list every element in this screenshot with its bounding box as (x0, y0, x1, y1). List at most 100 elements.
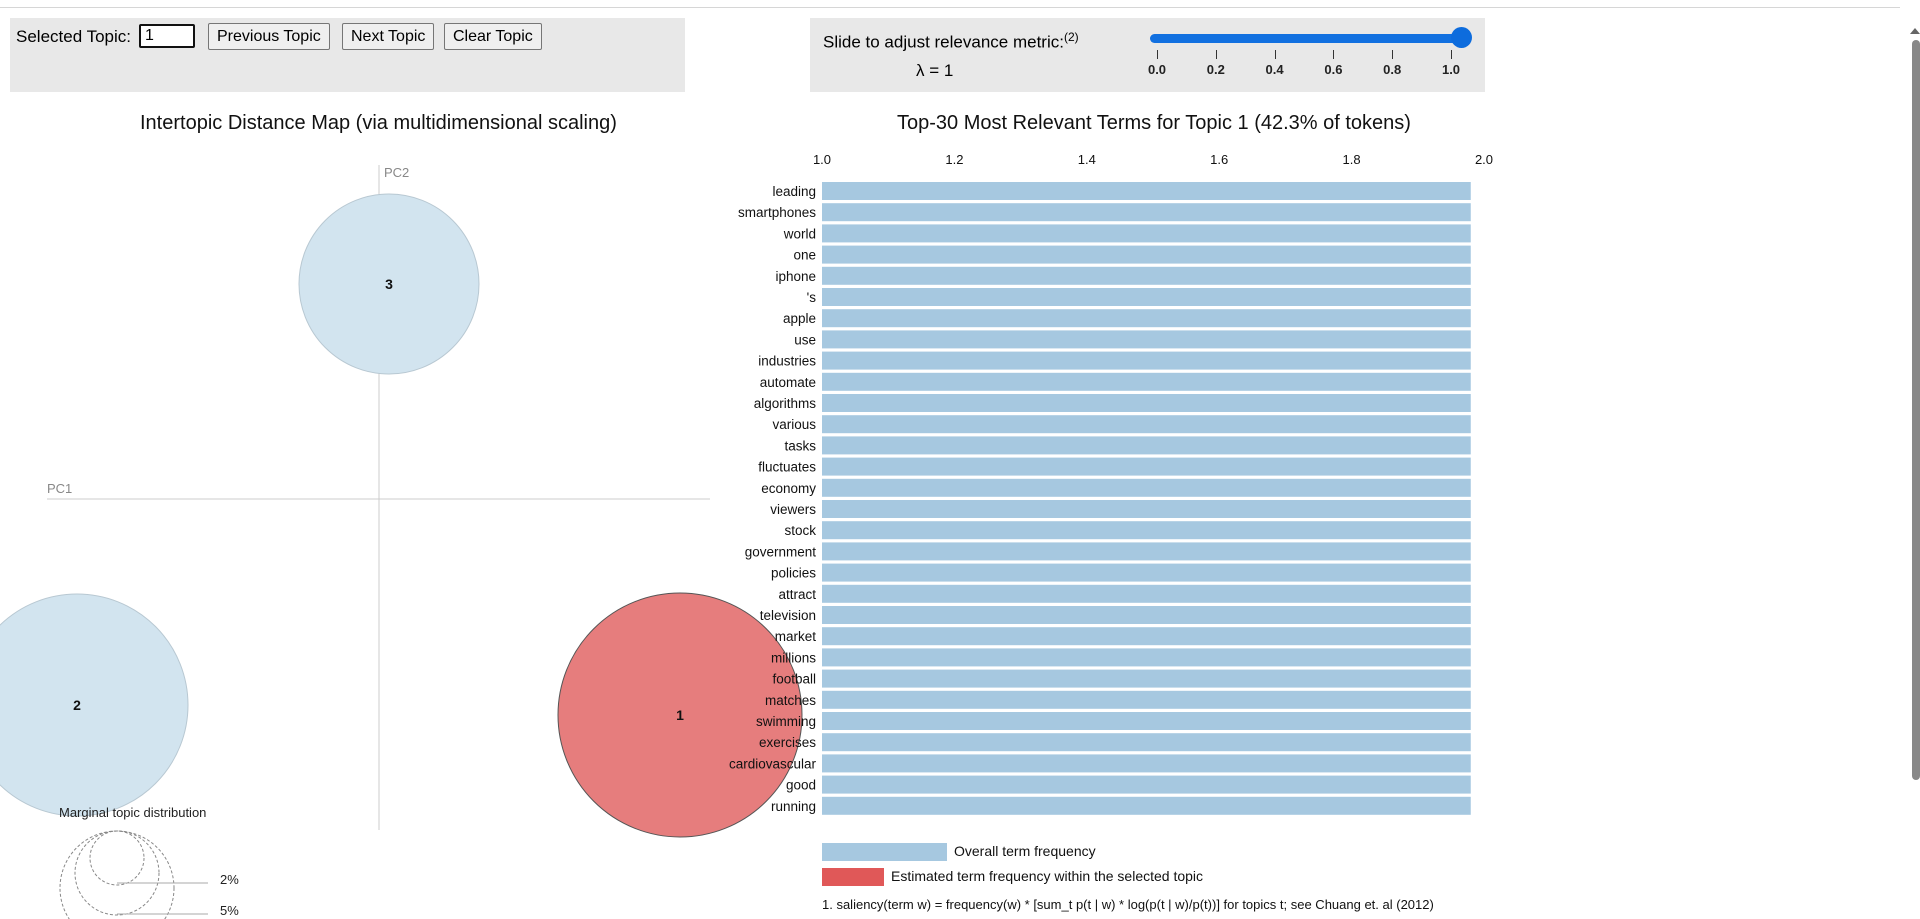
term-bar[interactable] (822, 288, 1471, 306)
term-label[interactable]: government (745, 544, 817, 559)
lambda-slider-track[interactable] (1150, 34, 1460, 43)
slider-tick (1333, 50, 1335, 59)
slider-tick (1451, 50, 1452, 59)
term-bar[interactable] (822, 733, 1471, 752)
topic-2-label: 2 (73, 697, 81, 713)
lambda-slider-thumb[interactable] (1451, 27, 1472, 48)
slider-tick (1157, 50, 1158, 59)
saliency-footnote: 1. saliency(term w) = frequency(w) * [su… (822, 897, 1434, 912)
slider-tick (1274, 50, 1276, 59)
term-bar[interactable] (822, 521, 1471, 540)
term-label[interactable]: 's (807, 290, 817, 305)
term-bar[interactable] (822, 394, 1471, 412)
relevance-label-text: Slide to adjust relevance metric: (823, 32, 1064, 52)
term-bar[interactable] (822, 606, 1471, 624)
term-label[interactable]: apple (783, 311, 816, 326)
term-label[interactable]: industries (758, 354, 816, 369)
term-bar[interactable] (822, 182, 1471, 200)
term-label[interactable]: economy (761, 481, 816, 496)
term-label[interactable]: cardiovascular (729, 756, 817, 771)
x-tick-label: 2.0 (1475, 152, 1493, 167)
term-label[interactable]: television (760, 608, 816, 623)
selected-topic-input[interactable] (139, 24, 195, 48)
term-label[interactable]: running (771, 799, 816, 814)
slider-tick-label: 0.0 (1147, 62, 1167, 77)
term-bar[interactable] (822, 266, 1471, 285)
x-tick-label: 1.6 (1210, 152, 1228, 167)
scroll-up-arrow-icon[interactable] (1910, 28, 1920, 34)
x-tick-label: 1.4 (1078, 152, 1096, 167)
term-bar[interactable] (822, 245, 1471, 264)
vertical-scrollbar[interactable] (1908, 28, 1920, 919)
relevance-slider-label: Slide to adjust relevance metric:(2) (823, 30, 1079, 53)
clear-topic-button[interactable]: Clear Topic (444, 23, 542, 50)
term-bar[interactable] (822, 500, 1471, 518)
relevance-slider-panel: Slide to adjust relevance metric:(2) λ =… (810, 18, 1485, 92)
term-bar[interactable] (822, 542, 1471, 561)
topic-control-panel: Selected Topic: Previous Topic Next Topi… (10, 18, 685, 92)
term-bar[interactable] (822, 648, 1471, 667)
term-label[interactable]: tasks (784, 438, 816, 453)
term-bar[interactable] (822, 563, 1471, 582)
marginal-level-2: 2% (220, 872, 239, 887)
term-bar[interactable] (822, 690, 1471, 709)
next-topic-button[interactable]: Next Topic (342, 23, 435, 50)
term-bar[interactable] (822, 330, 1471, 349)
term-label[interactable]: football (772, 672, 816, 687)
term-bar[interactable] (822, 457, 1471, 476)
term-bar[interactable] (822, 796, 1471, 815)
slider-tick (1392, 50, 1394, 59)
term-label[interactable]: world (783, 226, 816, 241)
term-bar[interactable] (822, 351, 1471, 370)
topic-2-circle[interactable] (0, 593, 189, 817)
term-bar[interactable] (822, 712, 1471, 730)
term-label[interactable]: millions (771, 650, 816, 665)
marginal-circle-medium (74, 830, 160, 916)
term-label[interactable]: smartphones (738, 205, 816, 220)
term-bar[interactable] (822, 372, 1471, 391)
x-tick-label: 1.2 (945, 152, 963, 167)
term-label[interactable]: good (786, 778, 816, 793)
slider-tick-label: 0.6 (1324, 62, 1343, 77)
topic-3-circle[interactable] (298, 193, 480, 375)
term-bar[interactable] (822, 775, 1471, 794)
term-bar[interactable] (822, 436, 1471, 455)
term-label[interactable]: policies (771, 566, 816, 581)
term-label[interactable]: market (775, 629, 817, 644)
term-bar[interactable] (822, 415, 1471, 434)
term-bar[interactable] (822, 203, 1471, 222)
term-bar[interactable] (822, 669, 1471, 688)
bar-chart-title: Top-30 Most Relevant Terms for Topic 1 (… (897, 112, 1411, 134)
term-label[interactable]: one (793, 248, 816, 263)
marginal-level-5: 5% (220, 903, 239, 918)
term-bar[interactable] (822, 584, 1471, 603)
previous-topic-button[interactable]: Previous Topic (208, 23, 330, 50)
term-label[interactable]: fluctuates (758, 460, 816, 475)
term-label[interactable]: various (772, 417, 816, 432)
topic-1-circle[interactable] (557, 592, 803, 838)
term-label[interactable]: leading (772, 184, 816, 199)
term-bar[interactable] (822, 224, 1471, 243)
selected-topic-label: Selected Topic: (16, 27, 131, 46)
term-label[interactable]: swimming (756, 714, 816, 729)
term-bar[interactable] (822, 754, 1471, 773)
term-bar[interactable] (822, 478, 1471, 497)
top-border (0, 7, 1900, 8)
term-label[interactable]: use (794, 332, 816, 347)
term-bar[interactable] (822, 627, 1471, 646)
term-label[interactable]: matches (765, 693, 816, 708)
term-label[interactable]: automate (760, 375, 816, 390)
term-bar[interactable] (822, 309, 1471, 328)
slider-tick-label: 0.4 (1265, 62, 1284, 77)
term-label[interactable]: iphone (775, 269, 816, 284)
slider-tick-label: 0.2 (1206, 62, 1225, 77)
term-label[interactable]: attract (778, 587, 816, 602)
term-label[interactable]: algorithms (754, 396, 817, 411)
legend-estimated-text: Estimated term frequency within the sele… (891, 868, 1204, 884)
legend-overall-text: Overall term frequency (954, 843, 1096, 859)
term-label[interactable]: viewers (770, 502, 816, 517)
scroll-thumb[interactable] (1912, 40, 1920, 780)
term-label[interactable]: exercises (759, 735, 816, 750)
term-label[interactable]: stock (784, 523, 816, 538)
